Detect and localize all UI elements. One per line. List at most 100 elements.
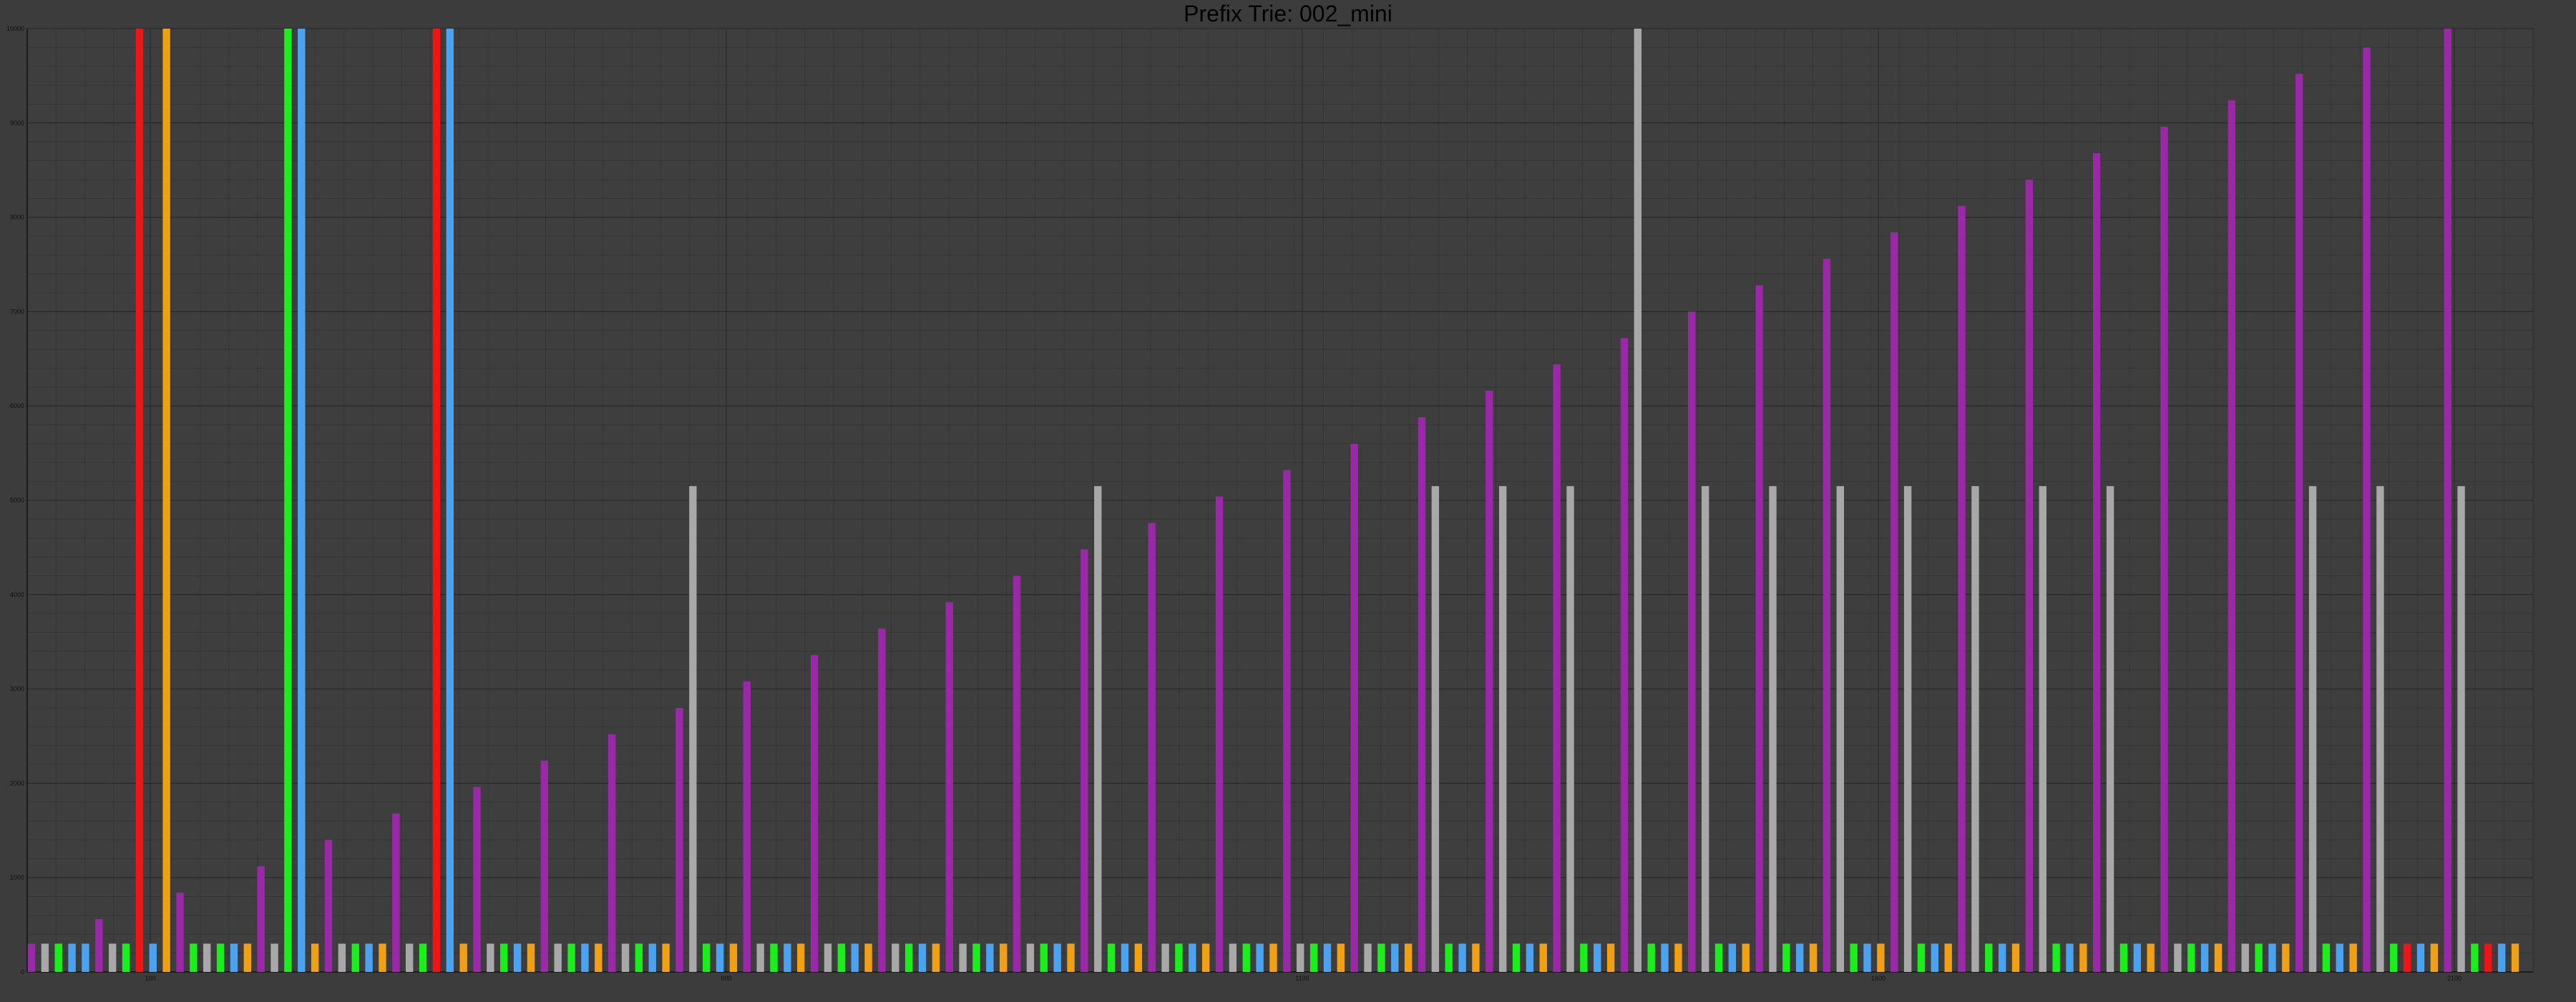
- x-tick-label: 1100: [1295, 975, 1309, 982]
- bar: [1431, 486, 1440, 972]
- bar: [1944, 943, 1952, 972]
- bar: [810, 655, 819, 972]
- bar: [2214, 943, 2223, 972]
- bar: [2066, 943, 2074, 972]
- y-tick-label: 6000: [10, 402, 24, 409]
- bar: [1512, 943, 1521, 972]
- bar: [298, 29, 306, 972]
- bar: [2295, 74, 2303, 972]
- bar: [1809, 943, 1818, 972]
- y-tick-label: 7000: [10, 308, 24, 315]
- bar: [270, 943, 278, 972]
- y-tick-label: 10000: [6, 25, 24, 32]
- bar: [95, 919, 103, 972]
- bar: [1337, 943, 1345, 972]
- bar: [1269, 943, 1277, 972]
- bar: [1472, 943, 1480, 972]
- bar: [1297, 943, 1304, 972]
- chart-title: Prefix Trie: 002_mini: [1184, 1, 1392, 26]
- bar: [1377, 943, 1385, 972]
- bar: [459, 943, 467, 972]
- y-tick-label: 2000: [10, 779, 24, 787]
- bar: [135, 29, 144, 972]
- bar: [1931, 943, 1939, 972]
- bar: [904, 943, 913, 972]
- bar: [2093, 152, 2101, 973]
- bar: [2430, 943, 2439, 972]
- bar: [1742, 943, 1750, 972]
- bar: [1107, 943, 1116, 972]
- bar: [1796, 943, 1804, 972]
- bar: [1189, 943, 1196, 972]
- bar: [851, 943, 859, 972]
- bar: [892, 943, 899, 972]
- bar: [986, 943, 994, 972]
- bar: [1094, 486, 1102, 972]
- bar: [379, 943, 386, 972]
- bar: [1350, 443, 1358, 972]
- bar: [972, 943, 980, 972]
- bar: [824, 943, 832, 972]
- bar: [689, 486, 697, 972]
- bar: [2025, 179, 2034, 972]
- bar: [1418, 417, 1426, 972]
- bar: [338, 943, 346, 972]
- bar: [1391, 943, 1399, 972]
- bar: [1594, 943, 1601, 972]
- bar: [149, 943, 157, 972]
- bar: [2039, 486, 2046, 972]
- bar: [54, 943, 62, 972]
- bar: [473, 787, 481, 972]
- bar: [2147, 943, 2155, 972]
- bar: [540, 760, 549, 972]
- bar: [500, 943, 508, 972]
- bar: [716, 943, 724, 972]
- bar: [932, 943, 940, 972]
- bar: [1134, 943, 1143, 972]
- bar: [2444, 29, 2451, 972]
- bar: [1283, 470, 1291, 972]
- bar: [703, 943, 711, 972]
- bar: [1917, 943, 1926, 972]
- bar: [432, 29, 441, 972]
- y-tick-label: 0: [21, 968, 24, 976]
- y-tick-label: 5000: [10, 497, 24, 504]
- bar: [918, 943, 927, 972]
- bar: [190, 943, 197, 972]
- x-tick-label: 2100: [2447, 975, 2462, 982]
- bar: [1728, 943, 1737, 972]
- bar: [1364, 943, 1372, 972]
- bar: [770, 943, 778, 972]
- bar: [1445, 943, 1453, 972]
- bar: [581, 943, 589, 972]
- bar: [122, 943, 130, 972]
- bar: [2200, 943, 2209, 972]
- bar: [2106, 486, 2114, 972]
- bar: [1958, 205, 1966, 972]
- bar: [1903, 486, 1912, 972]
- bar: [1080, 549, 1088, 972]
- bar: [1161, 943, 1169, 972]
- bar: [1714, 943, 1723, 972]
- bar: [1499, 486, 1507, 972]
- bar: [1634, 29, 1642, 972]
- bar: [1701, 486, 1709, 972]
- bar: [648, 943, 656, 972]
- bar: [621, 943, 630, 972]
- x-tick-label: 100: [145, 975, 155, 982]
- x-tick-label: 600: [721, 975, 731, 982]
- bar: [1823, 258, 1831, 973]
- bar: [1040, 943, 1048, 972]
- bar: [729, 943, 738, 972]
- bar: [27, 943, 36, 972]
- bar: [2416, 943, 2425, 972]
- bar: [1309, 943, 1318, 972]
- bar: [2497, 943, 2506, 972]
- bar: [1850, 943, 1858, 972]
- bar: [2322, 943, 2331, 972]
- bar: [351, 943, 359, 972]
- bar: [554, 943, 562, 972]
- bar: [1647, 943, 1655, 972]
- bar: [2160, 127, 2168, 972]
